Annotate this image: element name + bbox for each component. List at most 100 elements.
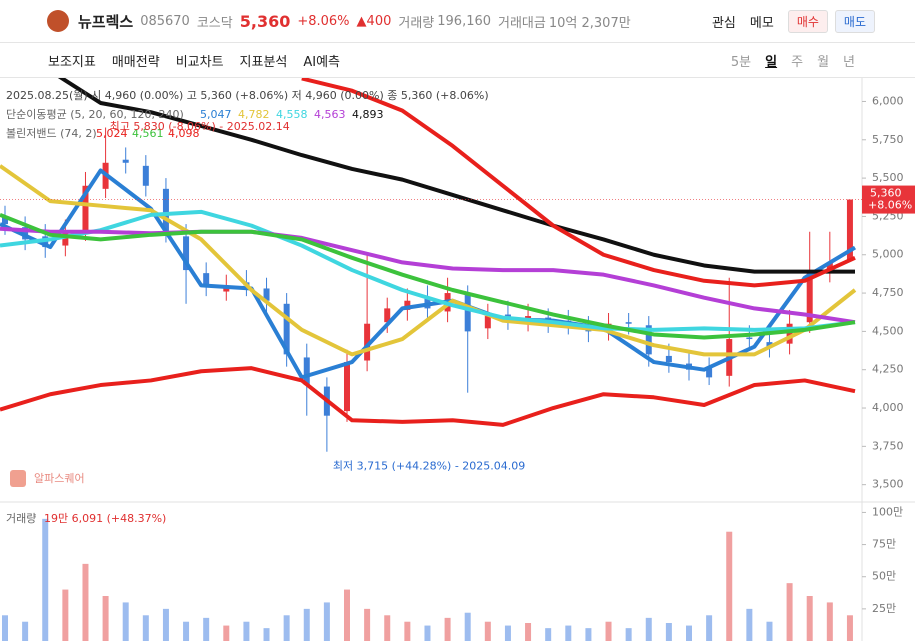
tool-indicator[interactable]: 보조지표 bbox=[48, 54, 96, 70]
stock-name: 뉴프렉스 bbox=[78, 12, 134, 31]
tool-strategy[interactable]: 매매전략 bbox=[111, 54, 160, 70]
volume-bar bbox=[766, 621, 773, 641]
volume-bar bbox=[384, 615, 391, 641]
legend-value: 4,893 bbox=[352, 108, 384, 121]
y-tick-label: 4,500 bbox=[872, 324, 904, 337]
volume-tick-label: 25만 bbox=[872, 602, 896, 615]
candle-body bbox=[22, 227, 29, 240]
moving-average-line bbox=[0, 226, 856, 325]
y-tick-label: 5,000 bbox=[872, 248, 904, 261]
candle-body bbox=[826, 262, 833, 272]
volume-bar bbox=[726, 531, 733, 641]
volume-bar bbox=[645, 617, 652, 641]
amount-label: 거래대금 bbox=[498, 15, 546, 31]
legend-value: 4,782 bbox=[238, 108, 270, 121]
volume-title: 거래량 bbox=[6, 512, 36, 525]
amount: 10억 2,307만 bbox=[548, 15, 631, 31]
volume-bar bbox=[665, 623, 672, 641]
candle-body bbox=[846, 199, 853, 261]
period-day[interactable]: 일 bbox=[765, 54, 778, 70]
volume-bar bbox=[2, 615, 8, 641]
candle-body bbox=[344, 362, 350, 412]
volume-bar bbox=[686, 625, 692, 641]
memo-button[interactable]: 메모 bbox=[749, 15, 774, 31]
tool-ai[interactable]: AI예측 bbox=[303, 54, 341, 70]
volume-bar bbox=[625, 628, 632, 641]
sell-button[interactable]: 매도 bbox=[834, 9, 875, 33]
period-month[interactable]: 월 bbox=[817, 54, 830, 70]
volume-bar bbox=[102, 596, 109, 641]
candle-body bbox=[766, 342, 773, 347]
toolbar: 보조지표 매매전략 비교차트 지표분석 AI예측 5분 일 주 월 년 bbox=[0, 43, 915, 78]
volume-bar bbox=[846, 615, 853, 641]
legend-value: 5,024 bbox=[96, 127, 128, 140]
period-week[interactable]: 주 bbox=[791, 54, 804, 70]
legend-value: 4,098 bbox=[168, 127, 200, 140]
candle-body bbox=[303, 357, 310, 386]
bollinger-line bbox=[0, 213, 856, 340]
tool-compare[interactable]: 비교차트 bbox=[175, 54, 224, 70]
moving-average-line bbox=[57, 78, 855, 274]
price: 5,360 bbox=[239, 11, 291, 31]
period-year[interactable]: 년 bbox=[843, 54, 855, 70]
volume-bar bbox=[223, 625, 230, 641]
candle-body bbox=[263, 288, 270, 301]
low-note: 최저 3,715 (+44.28%) - 2025.04.09 bbox=[333, 460, 525, 473]
volume-bar bbox=[605, 621, 612, 641]
price-tag bbox=[862, 185, 915, 214]
high-note: 최고 5,830 (-8.06%) - 2025.02.14 bbox=[110, 120, 290, 133]
volume-bar bbox=[142, 615, 149, 641]
candle-body bbox=[122, 159, 129, 163]
volume-info: 19만 6,091 (+48.37%) bbox=[44, 512, 166, 525]
volume-bar bbox=[444, 617, 451, 641]
logo bbox=[47, 10, 69, 32]
volume-bar bbox=[62, 589, 69, 641]
favorite-button[interactable]: 관심 bbox=[711, 15, 736, 31]
header: 뉴프렉스 085670 코스닥 5,360 +8.06% ▲400 거래량 19… bbox=[0, 0, 915, 43]
candle-body bbox=[645, 325, 652, 355]
tool-analysis[interactable]: 지표분석 bbox=[239, 54, 288, 70]
volume-bar bbox=[404, 621, 411, 641]
volume-bar bbox=[464, 612, 471, 641]
volume-tick-label: 100만 bbox=[872, 505, 903, 518]
y-tick-label: 3,750 bbox=[872, 439, 904, 452]
candle-body bbox=[484, 316, 491, 329]
candle-body bbox=[162, 188, 169, 232]
volume-bar bbox=[122, 602, 129, 641]
y-tick-label: 3,500 bbox=[872, 478, 904, 491]
candle-body bbox=[806, 270, 813, 323]
volume-tick-label: 50만 bbox=[872, 570, 896, 583]
candle-body bbox=[706, 368, 713, 378]
legend-value: 4,563 bbox=[314, 108, 346, 121]
candle-body bbox=[2, 216, 8, 225]
volume-bar bbox=[786, 583, 793, 641]
price-tag-value: 5,360 bbox=[870, 187, 902, 200]
y-tick-label: 5,750 bbox=[872, 133, 904, 146]
legend-value: 4,561 bbox=[132, 127, 164, 140]
volume-bar bbox=[162, 608, 169, 641]
candle-body bbox=[625, 322, 632, 324]
y-tick-label: 4,000 bbox=[872, 401, 904, 414]
stock-code: 085670 bbox=[140, 13, 190, 29]
legend-value: 4,558 bbox=[276, 108, 308, 121]
candle-body bbox=[404, 300, 411, 310]
volume-bar bbox=[525, 623, 532, 641]
y-tick-label: 4,250 bbox=[872, 363, 904, 376]
moving-average-line bbox=[0, 209, 856, 332]
buy-button[interactable]: 매수 bbox=[787, 9, 828, 33]
volume-bar bbox=[806, 596, 813, 641]
volume-bar bbox=[364, 608, 371, 641]
volume-tick-label: 75만 bbox=[872, 538, 896, 551]
candle-body bbox=[183, 236, 190, 271]
ohlc-info: 2025.08.25(월) 시 4,960 (0.00%) 고 5,360 (+… bbox=[6, 89, 489, 102]
period-5min[interactable]: 5분 bbox=[730, 54, 752, 70]
ma-legend-label: 단순이동평균 (5, 20, 60, 120, 240) bbox=[6, 108, 184, 121]
candle-body bbox=[283, 303, 290, 355]
chart: 3,5003,7504,0004,2504,5004,7505,0005,250… bbox=[0, 78, 915, 641]
candle-body bbox=[203, 273, 210, 286]
moving-average-line bbox=[0, 168, 857, 380]
price-tag-change: +8.06% bbox=[868, 199, 912, 212]
volume-bar bbox=[263, 628, 270, 641]
candle-body bbox=[384, 308, 391, 323]
moving-average-line bbox=[0, 164, 857, 357]
